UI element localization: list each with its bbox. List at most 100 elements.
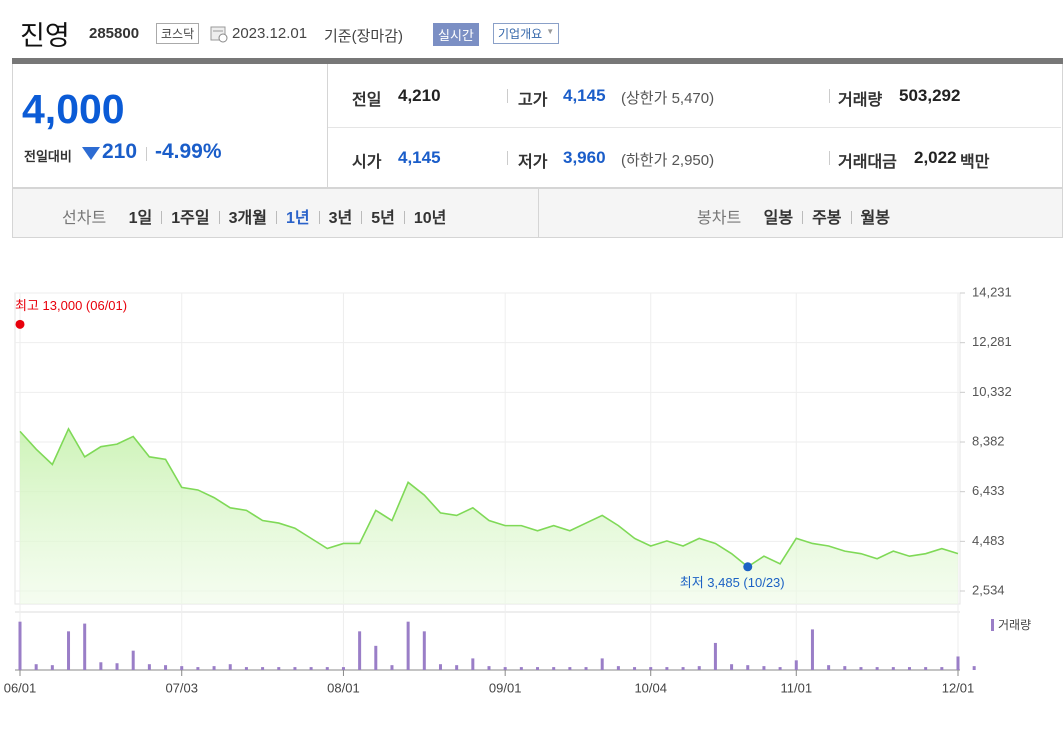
- volume-bar: [827, 665, 831, 670]
- volume-bar: [778, 667, 782, 670]
- tab-group-label: 선차트: [62, 210, 107, 227]
- market-badge: 코스닥: [156, 23, 200, 44]
- tab-separator: [361, 211, 363, 224]
- volume-bar: [406, 621, 410, 670]
- volume-bar: [131, 650, 135, 670]
- volume-bar: [244, 667, 248, 670]
- stat-value: 4,210: [398, 86, 441, 105]
- volume-bar: [794, 660, 798, 670]
- separator: [146, 147, 147, 161]
- x-tick-label: 06/01: [4, 680, 37, 695]
- change-label: 전일대비: [24, 149, 72, 164]
- stat-extra: (상한가 5,470): [621, 90, 715, 107]
- volume-bar: [212, 666, 216, 670]
- volume-bar: [34, 664, 38, 670]
- date: 2023.12.01: [232, 25, 308, 42]
- volume-bar: [940, 667, 944, 670]
- y-tick-label: 6,433: [972, 483, 1005, 498]
- realtime-button[interactable]: 실시간: [433, 23, 479, 46]
- volume-bar: [309, 667, 313, 670]
- annotation-label: 최저 3,485 (10/23): [680, 575, 785, 590]
- stat-value: 3,960: [563, 148, 606, 167]
- volume-bar: [907, 667, 911, 670]
- y-tick-label: 12,281: [972, 334, 1012, 349]
- tab[interactable]: 1주일: [171, 210, 210, 227]
- candle-tabs: 봉차트 일봉 주봉 월봉: [697, 204, 890, 228]
- volume-bar: [455, 665, 459, 670]
- volume-bar: [99, 662, 103, 670]
- annotation-dot: [15, 319, 25, 329]
- stock-code: 285800: [89, 25, 140, 42]
- stat-value: 2,022: [914, 148, 957, 167]
- tab-separator: [850, 211, 852, 224]
- stat-label: 고가: [518, 92, 548, 109]
- tab[interactable]: 일봉: [763, 210, 794, 227]
- legend-label: 거래량: [998, 618, 1031, 632]
- y-tick-label: 10,332: [972, 384, 1012, 399]
- volume-bar: [196, 667, 200, 670]
- separator: [507, 151, 508, 165]
- volume-bar: [552, 667, 556, 670]
- annotation-label: 최고 13,000 (06/01): [15, 298, 127, 313]
- volume-bar: [18, 621, 22, 670]
- separator: [507, 89, 508, 103]
- tab[interactable]: 1년: [285, 210, 310, 227]
- volume-bar: [891, 667, 895, 670]
- down-icon: [82, 147, 100, 160]
- overview-button[interactable]: 기업개요 ▼: [493, 23, 560, 44]
- volume-bar: [568, 667, 572, 670]
- tab[interactable]: 3개월: [228, 210, 267, 227]
- volume-bar: [762, 666, 766, 670]
- volume-bar: [325, 667, 329, 670]
- tab[interactable]: 월봉: [860, 210, 890, 227]
- volume-bar: [83, 623, 87, 670]
- volume-bar: [665, 667, 669, 670]
- volume-bar: [471, 658, 475, 670]
- volume-bar: [374, 645, 378, 670]
- volume-bar: [681, 667, 685, 670]
- volume-bar: [713, 642, 717, 670]
- stat-unit: 백만: [960, 154, 990, 171]
- x-tick-label: 08/01: [327, 680, 360, 695]
- stat-value: 4,145: [398, 148, 441, 167]
- volume-bar: [859, 667, 863, 670]
- volume-bar: [730, 664, 734, 670]
- stat-label: 전일: [352, 92, 382, 109]
- volume-bar: [746, 665, 750, 670]
- volume-bar: [67, 631, 71, 670]
- stat-label: 시가: [352, 154, 382, 171]
- area: [20, 428, 958, 604]
- tab[interactable]: 1일: [128, 210, 153, 227]
- change: 210: [102, 140, 138, 163]
- y-tick-label: 4,483: [972, 533, 1005, 548]
- tab-separator: [802, 211, 804, 224]
- volume-bar: [164, 665, 168, 670]
- tab-group-label: 봉차트: [697, 210, 742, 227]
- stat-label: 저가: [518, 154, 548, 171]
- stat-extra: (하한가 2,950): [621, 152, 715, 169]
- tab[interactable]: 주봉: [812, 210, 842, 227]
- tab-separator: [161, 211, 163, 224]
- volume-bar: [584, 667, 588, 670]
- stat-label: 거래량: [838, 92, 883, 109]
- volume-bar: [956, 656, 960, 670]
- stat-value: 503,292: [899, 86, 961, 105]
- price-divider: [327, 64, 328, 188]
- tab[interactable]: 10년: [413, 210, 447, 227]
- y-tick-label: 2,534: [972, 582, 1005, 597]
- x-tick-label: 10/04: [634, 680, 667, 695]
- x-tick-label: 07/03: [165, 680, 198, 695]
- tab[interactable]: 3년: [328, 210, 353, 227]
- separator: [829, 89, 830, 103]
- volume-bar: [810, 629, 814, 670]
- volume-bar: [503, 667, 507, 670]
- volume-bar: [50, 665, 54, 670]
- volume-bar: [180, 666, 184, 670]
- volume-bar: [616, 666, 620, 670]
- tab-separator: [318, 211, 320, 224]
- stat-value: 4,145: [563, 86, 606, 105]
- tab[interactable]: 5년: [371, 210, 395, 227]
- tab-separator: [275, 211, 277, 224]
